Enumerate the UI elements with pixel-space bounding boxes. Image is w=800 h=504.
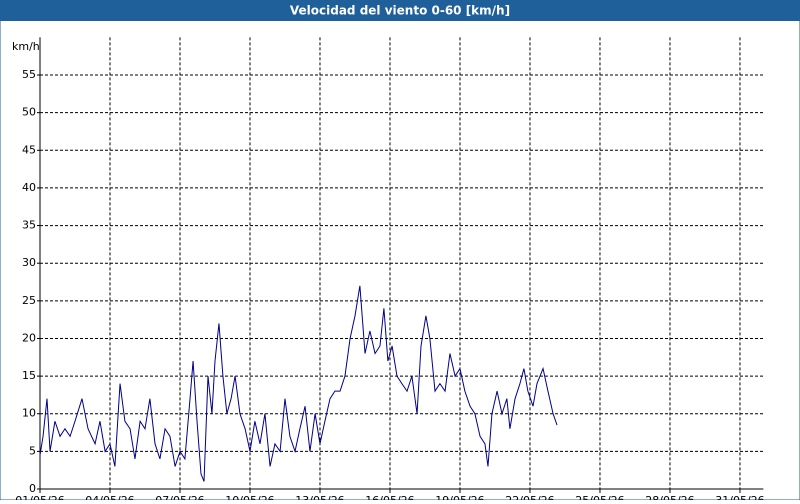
y-tick-label: 10 (22, 407, 36, 420)
x-tick-label: 07/05/26 (155, 494, 204, 500)
y-tick-label: 35 (22, 219, 36, 232)
y-tick-label: 0 (29, 482, 36, 495)
x-tick-label: 04/05/26 (85, 494, 134, 500)
x-tick-label: 01/05/26 (15, 494, 64, 500)
x-tick-label: 25/05/26 (575, 494, 624, 500)
x-tick-label: 10/05/26 (225, 494, 274, 500)
x-tick-label: 28/05/26 (645, 494, 694, 500)
y-tick-label: 15 (22, 369, 36, 382)
y-tick-label: 30 (22, 256, 36, 269)
y-tick-label: 40 (22, 181, 36, 194)
y-tick-label: 20 (22, 331, 36, 344)
chart-title: Velocidad del viento 0-60 [km/h] (290, 4, 510, 18)
y-axis-label: km/h (12, 40, 40, 53)
x-tick-label: 19/05/26 (435, 494, 484, 500)
x-tick-label: 16/05/26 (365, 494, 414, 500)
x-tick-label: 31/05/26 (715, 494, 764, 500)
y-tick-label: 55 (22, 68, 36, 81)
y-tick-label: 45 (22, 143, 36, 156)
y-tick-label: 25 (22, 294, 36, 307)
title-bar (0, 0, 800, 21)
y-tick-label: 50 (22, 106, 36, 119)
line (39, 285, 558, 482)
x-tick-label: 13/05/26 (295, 494, 344, 500)
x-tick-label: 22/05/26 (505, 494, 554, 500)
y-tick-label: 5 (29, 444, 36, 457)
